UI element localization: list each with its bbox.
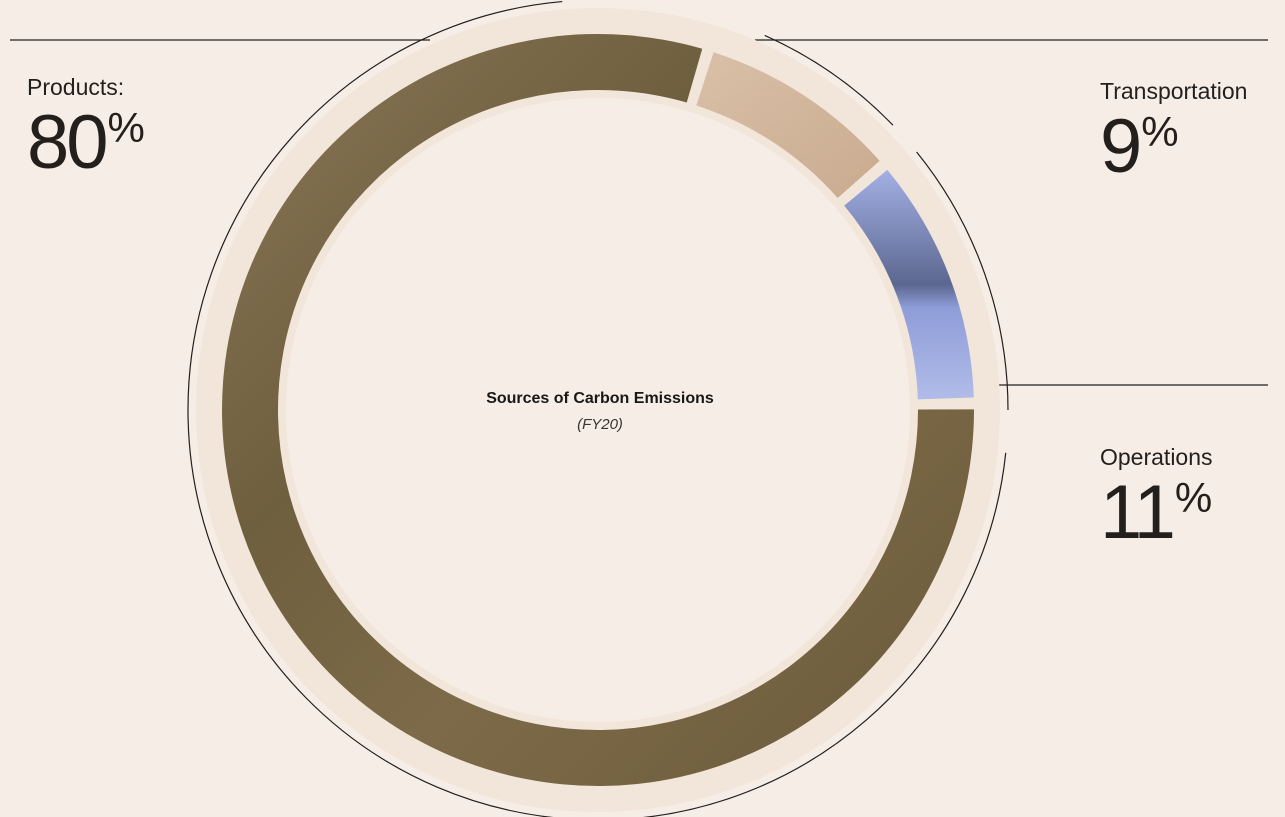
callout-products: Products: 80% xyxy=(27,74,145,181)
transportation-label: Transportation xyxy=(1100,78,1248,104)
operations-unit: % xyxy=(1174,474,1213,521)
leader-lines xyxy=(10,39,1268,386)
chart-subtitle: (FY20) xyxy=(577,416,623,433)
operations-label: Operations xyxy=(1100,444,1213,470)
callout-transportation: Transportation 9% xyxy=(1100,78,1247,185)
callout-operations: Operations 11% xyxy=(1100,444,1213,551)
outline-arcs xyxy=(187,0,1009,817)
outline-arc-transportation xyxy=(764,34,894,126)
transportation-value-row: 9% xyxy=(1100,109,1247,185)
outline-arc-products xyxy=(187,0,1007,817)
operations-value: 11 xyxy=(1100,470,1176,555)
slice-operations xyxy=(844,169,974,400)
chart-title: Sources of Carbon Emissions xyxy=(486,390,714,407)
donut-slices xyxy=(222,34,975,787)
transportation-value: 9 xyxy=(1100,104,1142,189)
operations-value-row: 11% xyxy=(1100,475,1213,551)
slice-transportation xyxy=(696,52,880,198)
outline-arc-operations xyxy=(916,151,1009,411)
products-label: Products: xyxy=(27,74,125,100)
products-value: 80 xyxy=(27,100,109,185)
products-unit: % xyxy=(107,104,145,151)
transportation-unit: % xyxy=(1141,108,1179,155)
products-value-row: 80% xyxy=(27,105,145,181)
